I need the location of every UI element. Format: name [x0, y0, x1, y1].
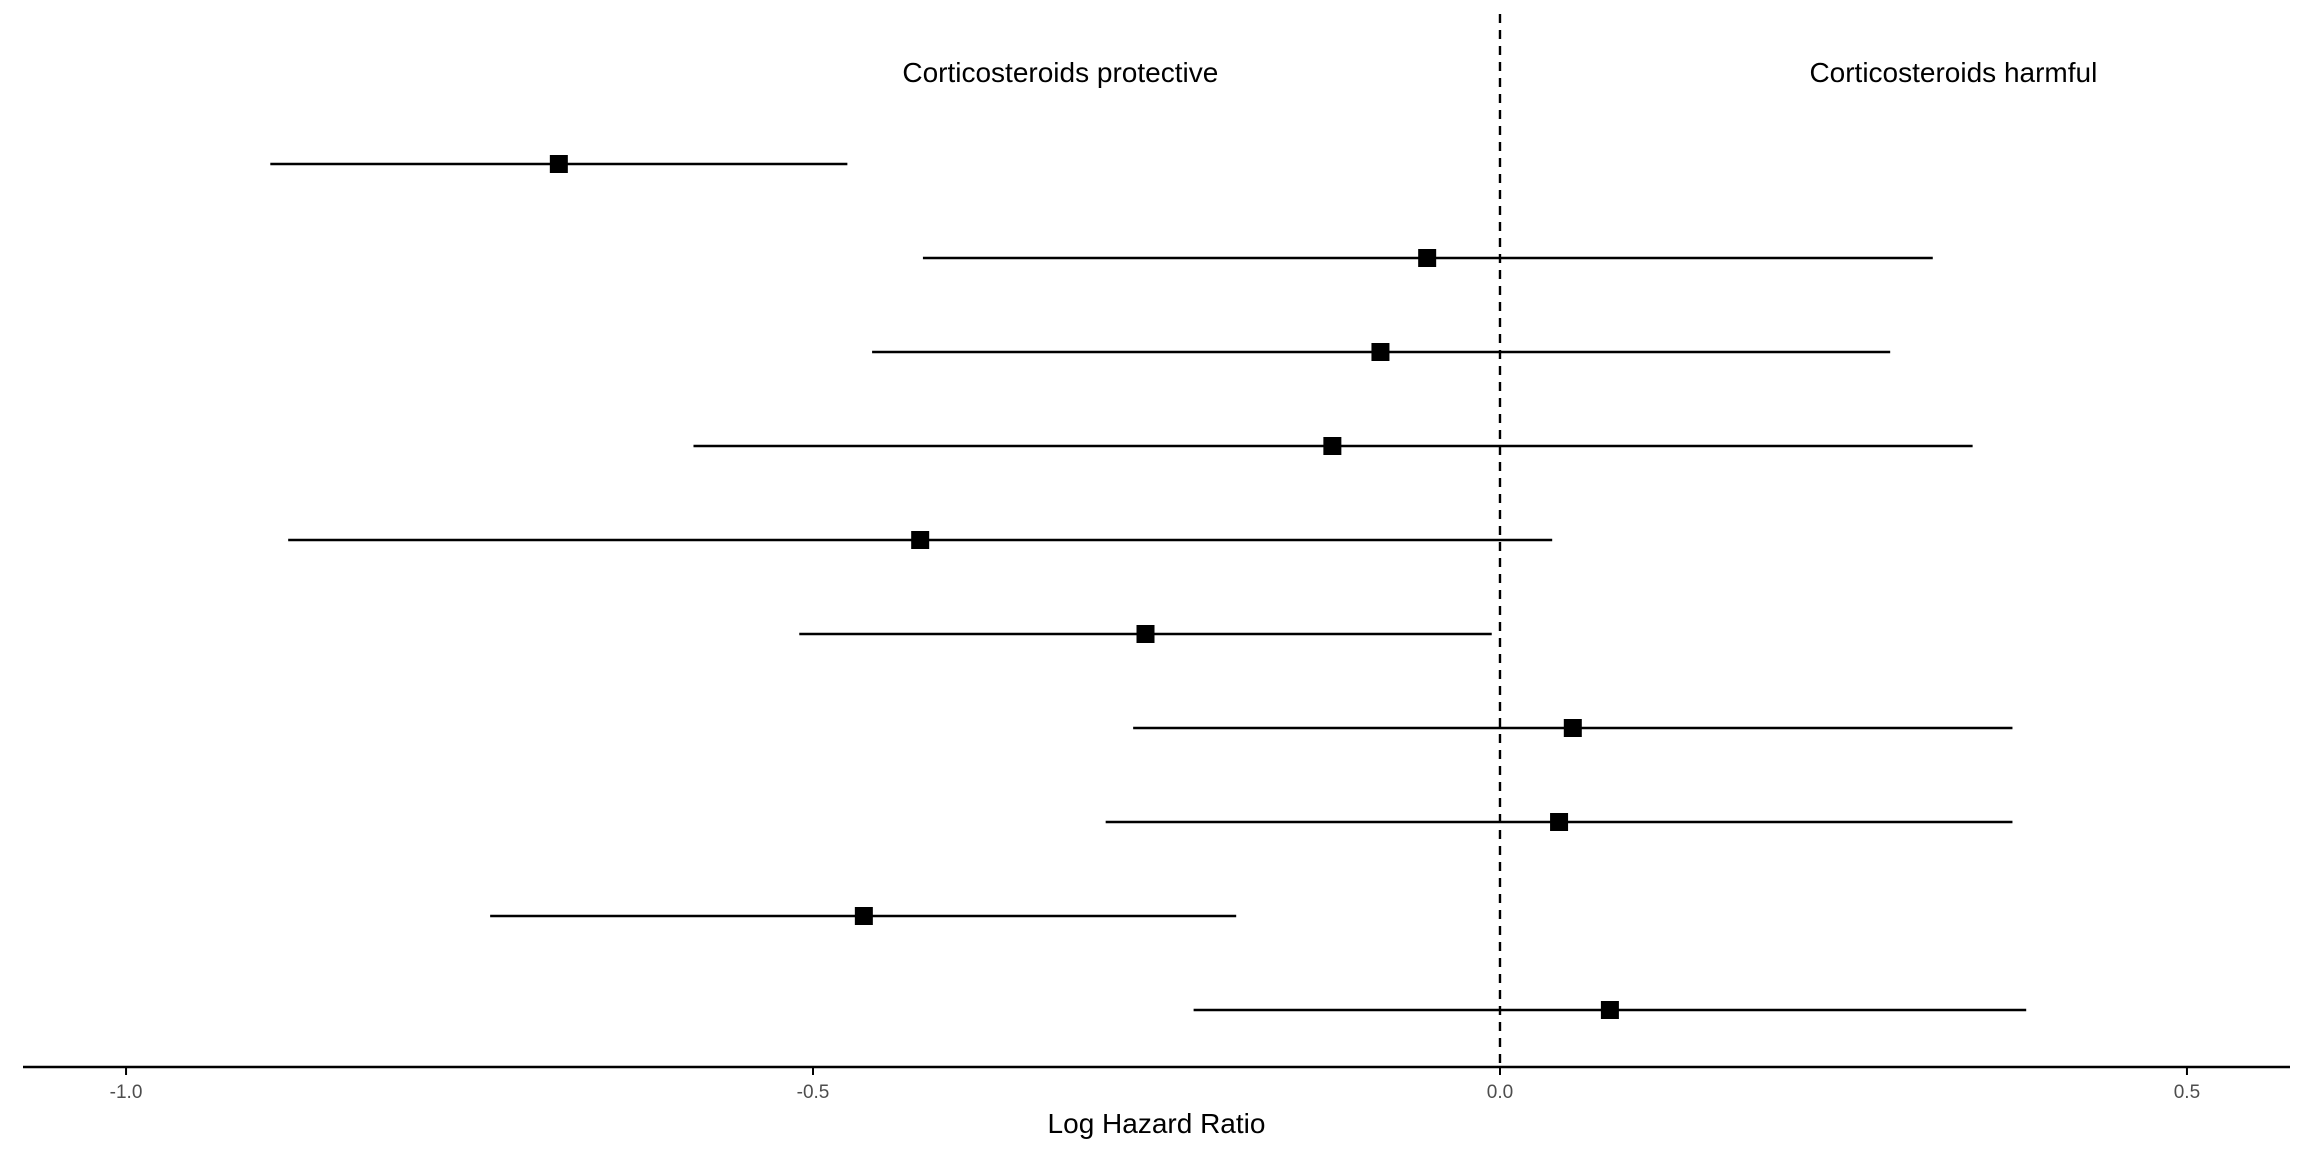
annotation-label: Corticosteroids harmful — [1809, 57, 2097, 88]
estimates — [270, 155, 2027, 1019]
point-estimate-marker — [1371, 343, 1390, 361]
x-tick-label: -1.0 — [110, 1082, 143, 1103]
estimate-row — [1193, 1001, 2027, 1019]
point-estimate-marker — [549, 155, 568, 173]
estimate-row — [288, 531, 1553, 549]
annotations: Corticosteroids protective Corticosteroid… — [902, 57, 2097, 88]
x-tick-label: 0.0 — [1487, 1082, 1513, 1103]
estimate-row — [799, 625, 1492, 643]
point-estimate-marker — [1563, 719, 1582, 737]
estimate-row — [693, 437, 1973, 455]
annotation-label: Corticosteroids protective — [902, 57, 1218, 88]
point-estimate-marker — [1600, 1001, 1619, 1019]
x-axis-title: Log Hazard Ratio — [1048, 1108, 1266, 1139]
point-estimate-marker — [1323, 437, 1342, 455]
point-estimate-marker — [911, 531, 930, 549]
estimate-row — [1133, 719, 2013, 737]
point-estimate-marker — [1136, 625, 1155, 643]
estimate-row — [490, 907, 1237, 925]
estimate-row — [270, 155, 848, 173]
x-tick-label: 0.5 — [2174, 1082, 2200, 1103]
x-axis: -1.0 -0.5 0.0 0.5 Log Hazard Ratio — [23, 1065, 2290, 1139]
point-estimate-marker — [1550, 813, 1569, 831]
x-tick-label: -0.5 — [797, 1082, 830, 1103]
estimate-row — [1105, 813, 2013, 831]
point-estimate-marker — [1418, 249, 1437, 267]
estimate-row — [922, 249, 1933, 267]
estimate-row — [872, 343, 1891, 361]
point-estimate-marker — [854, 907, 873, 925]
